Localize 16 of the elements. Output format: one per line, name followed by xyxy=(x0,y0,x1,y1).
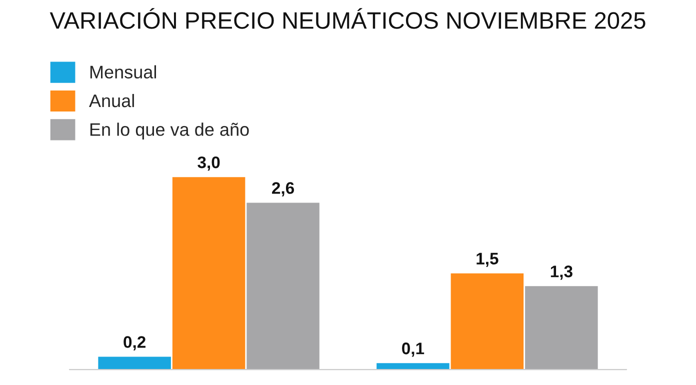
bar xyxy=(98,356,171,370)
data-label: 0,1 xyxy=(402,342,424,357)
legend-label: Mensual xyxy=(90,65,156,79)
legend-label: En lo que va de año xyxy=(90,122,249,140)
bar xyxy=(376,363,450,370)
legend-label: Anual xyxy=(89,94,134,108)
bar xyxy=(172,177,246,370)
bar xyxy=(450,273,524,370)
chart-title: VARIACIÓN PRECIO NEUMÁTICOS NOVIEMBRE 2025 xyxy=(50,8,646,29)
bar xyxy=(525,286,598,370)
data-label: 1,3 xyxy=(550,266,572,280)
bar xyxy=(246,202,320,370)
data-label: 0,2 xyxy=(124,336,146,350)
data-label: 1,5 xyxy=(476,252,498,267)
data-label: 3,0 xyxy=(198,156,220,171)
data-label: 2,6 xyxy=(272,182,294,196)
